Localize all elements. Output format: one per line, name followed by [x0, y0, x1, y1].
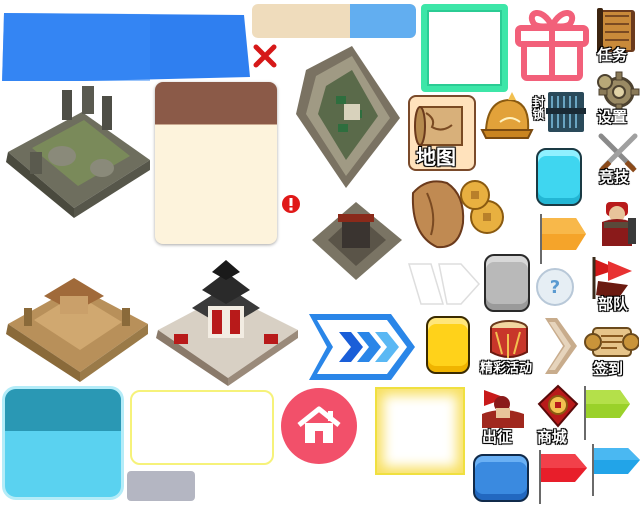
- settings-button[interactable]: 设置: [593, 70, 641, 130]
- golden-palace-sprite: [4, 250, 152, 384]
- expedition-button[interactable]: 出征: [474, 384, 532, 450]
- coin-bag-sprite: [407, 175, 507, 251]
- blue-button[interactable]: [473, 454, 529, 502]
- white-double-arrow: [407, 258, 483, 310]
- checkin-label: 签到: [593, 360, 624, 378]
- cavalry-icon: [482, 390, 524, 428]
- yellow-outline-box: [130, 390, 274, 465]
- task-button[interactable]: 任务: [593, 2, 641, 68]
- tactics-label: 竞技: [599, 168, 630, 186]
- close-x-icon[interactable]: [252, 43, 278, 69]
- grey-button[interactable]: [484, 254, 530, 312]
- gift-icon[interactable]: [512, 2, 592, 82]
- yellow-button[interactable]: [426, 316, 470, 374]
- fortune-coin-icon: [537, 384, 579, 428]
- red-flag: [537, 448, 589, 504]
- general-button[interactable]: [592, 192, 640, 252]
- expedition-label: 出征: [482, 428, 513, 446]
- progress-bar: [252, 4, 416, 38]
- next-arrow-button[interactable]: [305, 310, 419, 384]
- blue-banner: [0, 5, 250, 81]
- help-button[interactable]: ?: [536, 268, 574, 306]
- walled-city-sprite: [292, 40, 404, 190]
- map-button[interactable]: 地图: [406, 95, 478, 175]
- events-label: 精彩活动: [480, 361, 533, 376]
- mall-label: 商城: [537, 428, 568, 446]
- grey-fortress-sprite: [2, 82, 152, 232]
- checkin-button[interactable]: 签到: [583, 320, 641, 382]
- cyan-panel-header: [5, 389, 121, 431]
- home-button[interactable]: [281, 388, 357, 464]
- teal-frame: [421, 4, 508, 92]
- settings-label: 设置: [597, 108, 628, 126]
- troops-label: 部队: [598, 295, 629, 313]
- cyan-flag: [590, 442, 642, 496]
- home-icon: [297, 406, 341, 443]
- help-icon: ?: [549, 276, 561, 298]
- red-palace-sprite: [152, 250, 302, 388]
- map-scroll-icon: [414, 106, 463, 146]
- lock-label: 封锁: [531, 96, 545, 120]
- alert-icon: [281, 194, 301, 214]
- scroll-icon: [584, 327, 639, 357]
- info-panel-header: [155, 82, 277, 124]
- tactics-button[interactable]: 竞技: [595, 130, 641, 192]
- green-flag: [582, 384, 634, 440]
- crossed-swords-icon: [598, 133, 638, 173]
- progress-bar-fill: [350, 4, 416, 38]
- cyan-button[interactable]: [536, 148, 582, 206]
- warrior-icon: [602, 202, 636, 246]
- mall-button[interactable]: 商城: [533, 384, 583, 450]
- lock-button[interactable]: 封锁: [531, 88, 592, 138]
- golden-helmet-sprite: [478, 92, 534, 154]
- task-label: 任务: [597, 46, 628, 64]
- events-button[interactable]: 精彩活动: [478, 318, 540, 380]
- troops-button[interactable]: 部队: [588, 255, 642, 317]
- orange-flag: [538, 212, 588, 264]
- gear-icon: [597, 71, 640, 113]
- book-icon: [597, 8, 635, 54]
- drum-icon: [490, 320, 528, 358]
- cyan-panel: [2, 386, 124, 500]
- grey-bar: [127, 471, 195, 501]
- info-panel: [155, 82, 277, 244]
- tan-arrow: [541, 314, 581, 378]
- yellow-glow-frame: [375, 387, 465, 475]
- map-label: 地图: [416, 145, 456, 169]
- war-banner-icon: [592, 257, 632, 299]
- dark-tower-sprite: [308, 196, 406, 282]
- gate-icon: [546, 92, 586, 132]
